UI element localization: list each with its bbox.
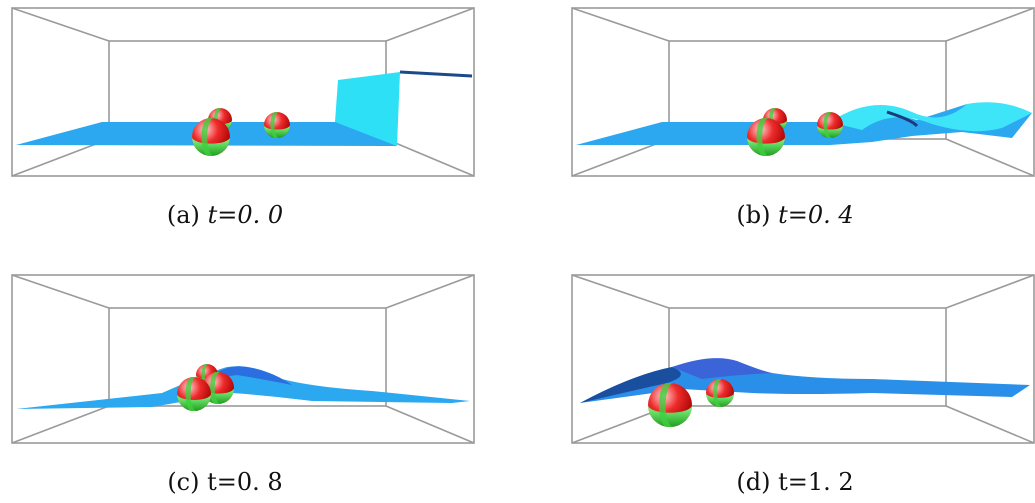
panel-c (12, 275, 474, 443)
panel-b (572, 8, 1034, 176)
panel-caption: t=0. 4 (778, 201, 854, 229)
panel-label: (c) (167, 468, 199, 496)
caption-c: (c) t=0. 8 (167, 468, 282, 496)
panel-caption: t=1. 2 (778, 468, 854, 496)
panel-d (572, 275, 1034, 443)
panel-caption: t=0. 0 (208, 201, 284, 229)
panel-label: (d) (736, 468, 770, 496)
panel-label: (b) (736, 201, 770, 229)
panel-a (12, 8, 474, 176)
caption-b: (b) t=0. 4 (736, 201, 853, 229)
caption-d: (d) t=1. 2 (736, 468, 853, 496)
page: {"panels": [ {"label": "(a)", "caption":… (0, 0, 1035, 503)
caption-a: (a) t=0. 0 (167, 201, 283, 229)
panel-label: (a) (167, 201, 200, 229)
panel-caption: t=0. 8 (207, 468, 283, 496)
figure: (a) t=0. 0 (b) t=0. 4 (c) t=0. 8 (d) t=1… (0, 0, 1035, 503)
